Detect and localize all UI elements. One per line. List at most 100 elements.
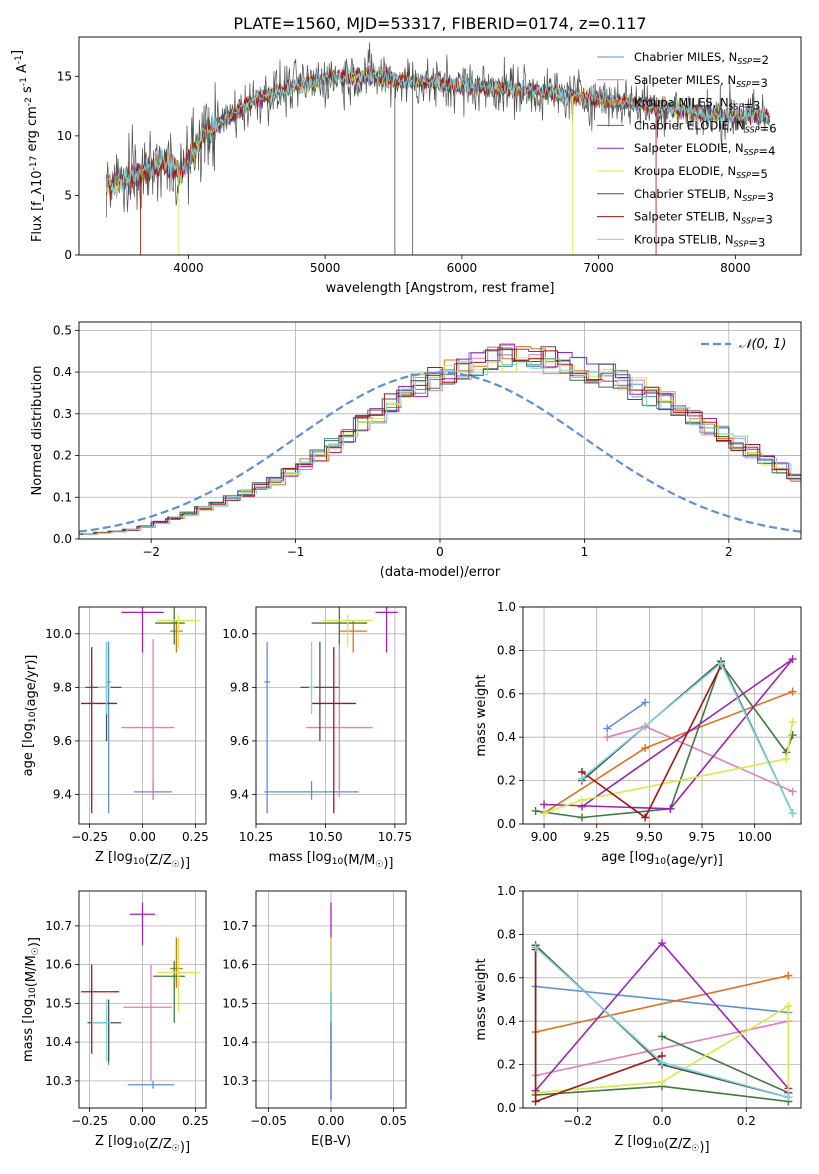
axes-frame (78, 606, 207, 825)
mass-weight-line (581, 665, 722, 819)
y-tick-label: 1.0 (497, 884, 516, 898)
plot-area-mass_weight_vs_Z (531, 939, 793, 1106)
plus-marker (666, 804, 675, 813)
panel-age_vs_Z: −0.25 0.00 0.25 9.4 9.6 9.8 10.0 Z [log10(Z/Z☉)… (21, 606, 209, 871)
errorbar-point (264, 641, 270, 814)
y-tick-label: 0.2 (497, 1058, 516, 1072)
x-axis-label: E(B-V) (311, 1134, 351, 1149)
x-axis-label: Z [log10(Z/Z☉)] (95, 1134, 190, 1155)
plus-marker (603, 724, 612, 733)
y-tick-label: 0.0 (497, 1101, 516, 1115)
plot-area-mass_weight_vs_age (531, 655, 797, 822)
x-tick-label: 9.50 (636, 830, 663, 844)
residual-histogram (83, 357, 801, 535)
plus-marker (658, 1077, 666, 1086)
legend-label: Salpeter STELIB, NSSP=3 (634, 210, 773, 227)
plus-marker (577, 774, 586, 783)
y-axis-label: mass [log10(M/M☉)] (21, 937, 42, 1062)
axes-frame (78, 36, 802, 256)
plus-marker (577, 796, 586, 805)
x-axis-label: Z [log10(Z/Z☉)] (614, 1134, 709, 1155)
errorbar-point (127, 1080, 175, 1089)
y-tick-label: 0.4 (53, 365, 72, 379)
errorbar-point (153, 960, 185, 1023)
errorbar-point (121, 607, 164, 653)
mass-weight-line (534, 949, 663, 1103)
plus-marker (577, 813, 586, 822)
plus-marker (784, 971, 793, 980)
mass-weight-line (535, 974, 789, 1033)
y-tick-label: 9.6 (53, 734, 72, 748)
spectrum-line (105, 67, 770, 196)
errorbar-point (322, 615, 373, 648)
y-tick-label: 0 (64, 248, 72, 262)
legend-label: Salpeter ELODIE, NSSP=4 (634, 141, 775, 158)
errorbar-point (129, 902, 156, 946)
errorbar-point (339, 620, 368, 653)
panel-spectrum: 4000 5000 6000 7000 8000 0 5 10 15 wavelength [An… (10, 36, 802, 296)
x-tick-label: 10.50 (308, 830, 342, 844)
errorbar-point (106, 641, 111, 814)
x-tick-label: −0.25 (71, 1114, 108, 1128)
plus-marker (540, 809, 549, 818)
mass-weight-line (535, 1004, 790, 1098)
x-tick-label: 9.75 (689, 830, 716, 844)
y-tick-label: 0.1 (53, 490, 72, 504)
x-tick-label: −0.2 (563, 1114, 592, 1128)
residual-histogram (79, 358, 801, 535)
x-tick-label: 10.75 (378, 830, 412, 844)
plus-marker (658, 1058, 666, 1067)
y-tick-label: 0.4 (497, 1014, 516, 1028)
mass-weight-series (603, 698, 650, 733)
legend-label: Kroupa MILES, NSSP=3 (634, 96, 760, 113)
residual-histogram (83, 346, 801, 535)
x-tick-label: 0.0 (652, 1114, 671, 1128)
y-tick-label: 10.6 (45, 958, 72, 972)
plus-marker (788, 687, 797, 696)
legend-label: Chabrier ELODIE, NSSP=6 (634, 118, 777, 135)
errorbar-point (264, 781, 359, 800)
panel-mass_vs_Z: −0.25 0.00 0.25 10.3 10.4 10.5 10.6 10.7 Z [log1… (21, 890, 209, 1155)
y-tick-label: 10.4 (45, 1035, 72, 1049)
plot-area-age_vs_Z (81, 607, 200, 814)
residual-histogram (81, 349, 801, 535)
plus-marker (641, 813, 650, 822)
legend-label: Chabrier STELIB, NSSP=3 (634, 187, 774, 204)
errorbar-point (375, 607, 398, 653)
x-tick-label: −0.05 (250, 1114, 287, 1128)
y-tick-label: 0.0 (53, 532, 72, 546)
plus-marker (716, 659, 725, 668)
x-tick-label: 0 (436, 545, 444, 559)
plus-marker (641, 744, 650, 753)
errorbar-point (91, 999, 111, 1062)
mass-weight-series (540, 718, 797, 818)
plot-area-spectrum (105, 42, 770, 255)
figure-title: PLATE=1560, MJD=53317, FIBERID=0174, z=0… (233, 14, 646, 33)
panel-mass_weight_vs_Z: −0.2 0.0 0.2 0.0 0.2 0.4 0.6 0.8 1.0 Z [log10(Z/Z… (474, 884, 802, 1155)
y-axis-label: mass weight (474, 958, 489, 1040)
x-axis-label: (data-model)/error (380, 565, 501, 580)
mass-weight-line (606, 701, 646, 730)
axes-frame (255, 606, 407, 825)
y-tick-label: 5 (64, 188, 72, 202)
residual-histogram (83, 358, 801, 535)
errorbar-point (311, 647, 356, 814)
legend-label: Salpeter MILES, NSSP=3 (634, 73, 768, 90)
errorbar-point (81, 647, 118, 814)
errorbar-point (81, 964, 120, 1054)
errorbar-point (170, 620, 183, 653)
x-tick-label: 10.25 (239, 830, 273, 844)
y-tick-label: 0.5 (53, 323, 72, 337)
x-tick-label: 0.00 (129, 1114, 156, 1128)
y-tick-label: 0.8 (497, 927, 516, 941)
y-tick-label: 10.7 (222, 919, 249, 933)
mass-weight-series (531, 943, 793, 1102)
mass-weight-line (543, 721, 794, 814)
y-tick-label: 9.6 (230, 734, 249, 748)
errorbar-point (157, 937, 200, 1012)
y-tick-label: 0.3 (53, 407, 72, 421)
plus-marker (784, 1002, 793, 1011)
plus-marker (531, 1097, 540, 1106)
axes-frame (522, 890, 802, 1109)
y-tick-label: 10.0 (222, 627, 249, 641)
